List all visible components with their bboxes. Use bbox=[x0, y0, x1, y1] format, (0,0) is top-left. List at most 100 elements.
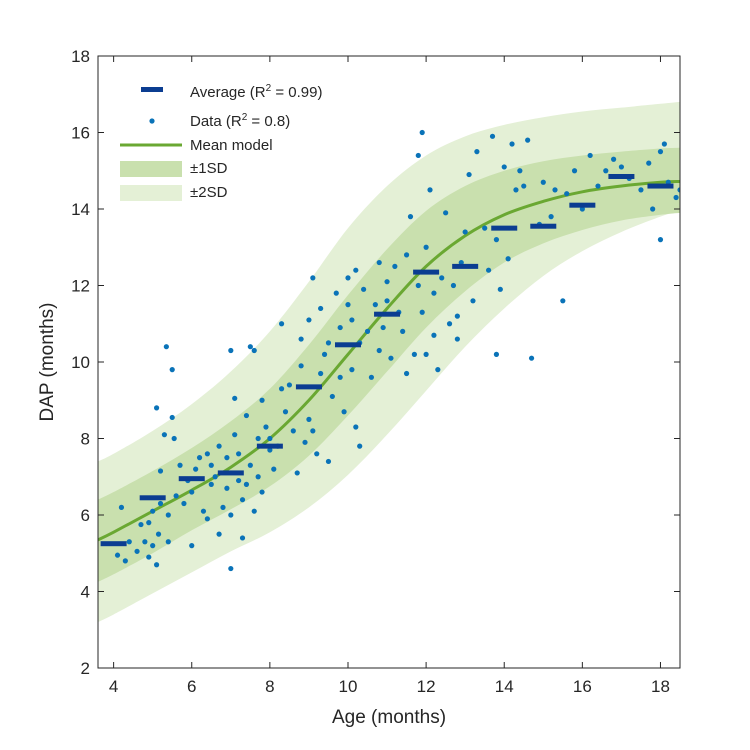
data-point bbox=[431, 290, 437, 296]
y-tick-label: 18 bbox=[71, 47, 90, 66]
data-point bbox=[236, 477, 242, 484]
legend-item-sd2: ±2SD bbox=[120, 184, 228, 201]
x-tick-label: 6 bbox=[187, 677, 196, 696]
data-point bbox=[595, 183, 601, 189]
average-marker bbox=[569, 202, 596, 208]
data-point bbox=[435, 367, 441, 373]
data-point bbox=[278, 386, 285, 392]
legend-item-sd1: ±1SD bbox=[120, 160, 228, 177]
data-point bbox=[267, 435, 273, 442]
data-point bbox=[384, 298, 390, 304]
data-point bbox=[220, 504, 226, 510]
data-point bbox=[364, 328, 371, 334]
data-point bbox=[181, 500, 187, 507]
data-point bbox=[493, 237, 500, 243]
legend-label-average: Average (R2 = 0.99) bbox=[190, 83, 322, 101]
data-point bbox=[665, 179, 671, 185]
data-point bbox=[310, 275, 316, 281]
data-point bbox=[142, 539, 148, 545]
legend-average-symbol bbox=[141, 87, 163, 92]
average-markers bbox=[100, 173, 674, 547]
data-point bbox=[228, 565, 234, 572]
data-point bbox=[247, 462, 253, 468]
data-point bbox=[255, 474, 261, 480]
data-point bbox=[306, 317, 312, 323]
average-marker bbox=[491, 225, 518, 231]
data-point bbox=[208, 481, 214, 487]
legend-item-mean: Mean model bbox=[120, 137, 273, 154]
data-point bbox=[505, 256, 511, 262]
data-point bbox=[462, 229, 468, 235]
legend-sd1-symbol bbox=[120, 161, 182, 177]
data-point bbox=[232, 395, 238, 401]
data-point bbox=[661, 141, 667, 147]
data-point bbox=[325, 458, 332, 465]
data-point bbox=[255, 435, 261, 442]
data-point bbox=[571, 168, 578, 174]
data-point bbox=[611, 156, 617, 162]
average-marker bbox=[295, 384, 322, 390]
data-point bbox=[618, 164, 625, 170]
average-marker bbox=[100, 541, 127, 547]
data-point bbox=[400, 328, 406, 334]
data-point bbox=[189, 489, 195, 495]
data-point bbox=[224, 455, 230, 461]
data-point bbox=[427, 187, 433, 193]
data-point bbox=[228, 512, 234, 518]
data-point bbox=[501, 164, 507, 170]
y-tick-label: 16 bbox=[71, 124, 90, 143]
data-point bbox=[302, 439, 308, 445]
data-point bbox=[407, 214, 414, 220]
data-point bbox=[349, 367, 355, 373]
data-point bbox=[294, 470, 300, 476]
data-point bbox=[528, 355, 535, 361]
average-marker bbox=[139, 495, 166, 501]
y-tick-label: 4 bbox=[81, 583, 90, 602]
legend-label-sd2: ±2SD bbox=[190, 184, 228, 201]
average-marker bbox=[530, 223, 557, 229]
legend-label-data: Data (R2 = 0.8) bbox=[190, 112, 290, 130]
data-point bbox=[239, 535, 246, 541]
data-point bbox=[345, 275, 351, 281]
data-point bbox=[251, 508, 257, 514]
data-point bbox=[509, 141, 515, 147]
data-point bbox=[165, 512, 171, 518]
data-point bbox=[259, 397, 265, 403]
data-point bbox=[243, 481, 250, 487]
x-tick-label: 12 bbox=[417, 677, 436, 696]
y-tick-label: 6 bbox=[81, 506, 90, 525]
data-point bbox=[486, 267, 492, 273]
y-tick-label: 2 bbox=[81, 659, 90, 678]
data-point bbox=[415, 152, 421, 159]
data-point bbox=[646, 160, 652, 166]
x-tick-label: 18 bbox=[651, 677, 670, 696]
x-tick-label: 8 bbox=[265, 677, 274, 696]
data-point bbox=[286, 382, 292, 388]
data-point bbox=[450, 282, 457, 289]
legend-label-mean: Mean model bbox=[190, 137, 273, 154]
data-point bbox=[446, 321, 453, 327]
data-point bbox=[353, 424, 359, 430]
y-tick-label: 10 bbox=[71, 353, 90, 372]
data-point bbox=[321, 351, 328, 357]
data-point bbox=[171, 435, 177, 442]
x-axis-label: Age (months) bbox=[332, 707, 446, 728]
legend-item-data: Data (R2 = 0.8) bbox=[149, 112, 290, 130]
data-point bbox=[657, 237, 664, 243]
data-point bbox=[259, 489, 265, 495]
data-point bbox=[341, 409, 347, 415]
data-point bbox=[271, 466, 277, 472]
data-point bbox=[431, 332, 437, 338]
average-marker bbox=[413, 269, 440, 275]
data-point bbox=[239, 497, 246, 503]
data-point bbox=[157, 468, 164, 474]
data-point bbox=[263, 424, 269, 430]
data-point bbox=[384, 279, 390, 285]
data-point bbox=[673, 194, 679, 201]
data-point bbox=[157, 500, 164, 507]
data-point bbox=[482, 225, 488, 231]
data-point bbox=[419, 129, 425, 136]
data-point bbox=[204, 451, 210, 457]
data-point bbox=[439, 275, 445, 281]
